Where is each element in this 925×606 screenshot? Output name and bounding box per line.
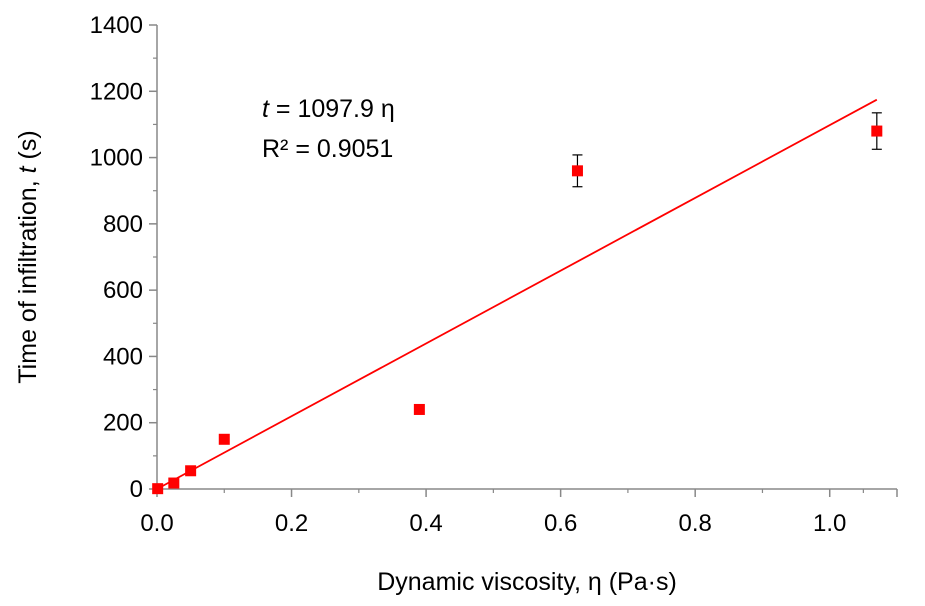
fit-equation-var: t	[262, 95, 270, 123]
points-layer	[152, 112, 883, 495]
x-tick-label: 1.0	[813, 510, 846, 537]
y-tick-label: 800	[103, 211, 143, 238]
y-tick-label: 1200	[90, 78, 143, 105]
y-axis-title-var: t	[14, 165, 42, 173]
trendline	[156, 98, 878, 490]
y-tick-label: 0	[130, 476, 143, 503]
y-tick-label: 400	[103, 343, 143, 370]
x-tick-label: 0.0	[140, 510, 173, 537]
fit-equation-rest: = 1097.9 η	[269, 95, 395, 123]
y-axis-title: Time of infiltration, t (s)	[14, 130, 42, 383]
y-axis-title-prefix: Time of infiltration,	[14, 173, 42, 383]
data-point	[168, 477, 180, 489]
x-tick-label: 0.6	[544, 510, 577, 537]
x-tick-label: 0.8	[678, 510, 711, 537]
x-axis-title: Dynamic viscosity, η (Pa·s)	[377, 568, 677, 596]
x-tick-label: 0.2	[275, 510, 308, 537]
data-point	[152, 483, 164, 495]
axes: 0 200 400 600 800 1000 1200 1400 0.0 0.2 0.4 0.6 0.8…	[90, 12, 898, 537]
fit-layer	[156, 98, 878, 490]
data-point	[413, 403, 425, 415]
x-tick-label: 0.4	[409, 510, 442, 537]
data-point	[871, 125, 883, 137]
y-tick-label: 1400	[90, 12, 143, 39]
y-tick-label: 1000	[90, 145, 143, 172]
y-tick-label: 200	[103, 410, 143, 437]
data-point	[218, 433, 230, 445]
y-tick-label: 600	[103, 277, 143, 304]
data-point	[185, 465, 197, 477]
data-point	[571, 165, 583, 177]
fit-equation: t = 1097.9 η	[262, 95, 395, 123]
fit-r2: R² = 0.9051	[262, 135, 393, 163]
y-axis-title-suffix: (s)	[14, 130, 42, 166]
